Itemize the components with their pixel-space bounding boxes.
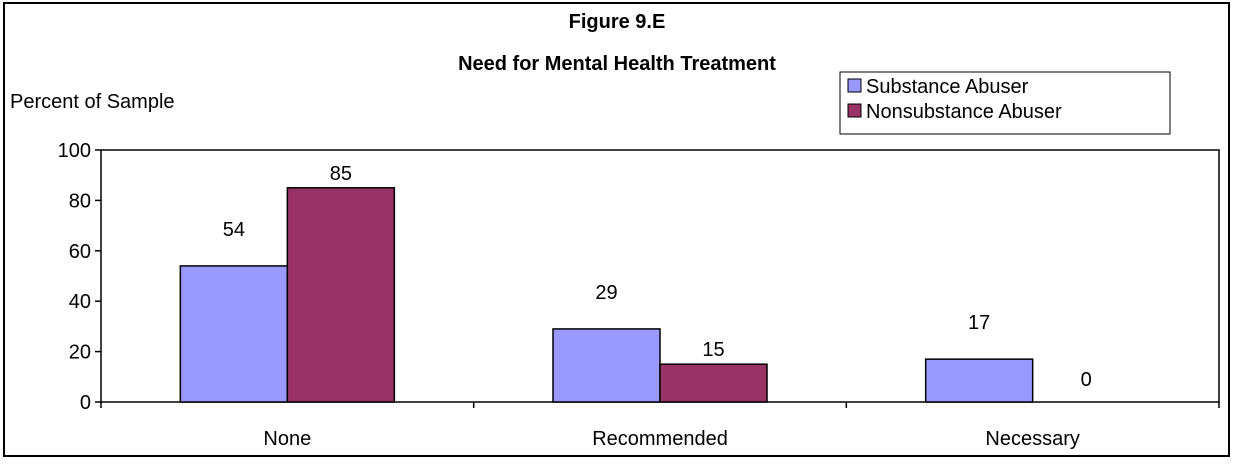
data-label: 17 [968,312,990,334]
data-label: 0 [1081,369,1092,391]
plot-area: 0 20 40 60 80 100 None 54 85 Recommended 29 15 Neces… [58,140,1220,450]
legend: Substance Abuser Nonsubstance Abuser [839,71,1171,135]
legend-box [839,71,1171,135]
x-tick-label: None [263,428,311,450]
y-tick-label: 80 [69,190,91,212]
bar [552,328,661,403]
chart-title: Figure 9.E [569,11,666,33]
x-tick-label: Necessary [985,428,1079,450]
data-label: 85 [330,163,352,185]
bar [179,265,289,403]
y-tick-label: 20 [69,342,91,364]
y-tick-label: 100 [58,140,91,162]
legend-swatch [847,78,862,93]
bar [659,363,768,403]
data-label: 54 [223,219,245,241]
bar [286,187,396,403]
data-label: 29 [595,282,617,304]
chart-subtitle: Need for Mental Health Treatment [458,53,776,75]
y-axis-label: Percent of Sample [10,91,175,113]
legend-label: Substance Abuser [866,76,1029,98]
legend-swatch [847,103,862,118]
y-tick-label: 0 [80,392,91,414]
legend-label: Nonsubstance Abuser [866,101,1062,123]
data-label: 15 [702,339,724,361]
y-tick-label: 60 [69,241,91,263]
y-tick-label: 40 [69,291,91,313]
bar [924,358,1034,403]
x-tick-label: Recommended [592,428,728,450]
